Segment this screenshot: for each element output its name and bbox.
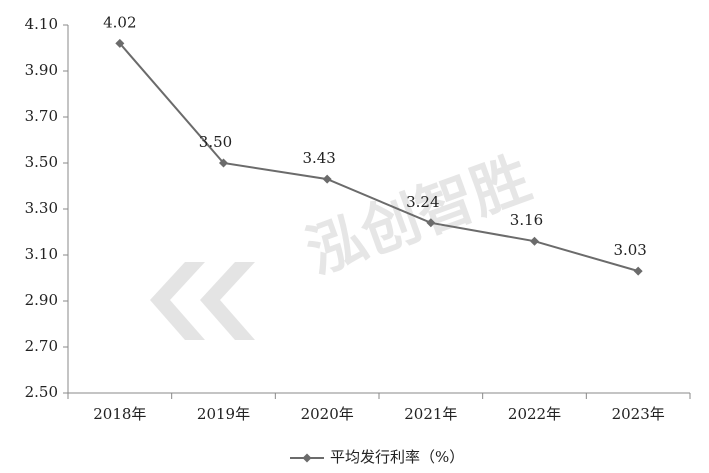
marker [633, 266, 643, 276]
x-tick-label: 2020年 [301, 405, 354, 423]
data-label: 3.16 [510, 211, 543, 229]
data-label: 4.02 [103, 13, 136, 31]
legend-label: 平均发行利率（%） [330, 448, 464, 466]
data-label: 3.24 [406, 193, 439, 211]
line [119, 42, 639, 273]
y-tick-label: 3.50 [25, 153, 58, 171]
y-tick-label: 3.70 [25, 107, 58, 125]
y-tick-label: 2.90 [25, 291, 58, 309]
watermark-logo [150, 262, 255, 340]
marker [219, 158, 228, 168]
marker [115, 38, 125, 48]
x-tick-label: 2022年 [508, 405, 561, 423]
data-label: 3.50 [199, 133, 232, 151]
y-tick-label: 2.70 [25, 337, 58, 355]
x-tick-label: 2021年 [404, 405, 457, 423]
y-tick-label: 4.10 [25, 15, 58, 33]
marker [530, 236, 539, 246]
y-tick-label: 3.10 [25, 245, 58, 263]
x-tick-label: 2019年 [197, 405, 250, 423]
y-tick-label: 2.50 [25, 383, 58, 401]
y-tick-label: 3.90 [25, 61, 58, 79]
x-tick-label: 2018年 [93, 405, 146, 423]
data-label: 3.03 [613, 241, 646, 259]
marker [322, 174, 332, 184]
data-label: 3.43 [302, 149, 335, 167]
x-tick-label: 2023年 [612, 405, 665, 423]
legend-marker [302, 453, 312, 463]
y-tick-label: 3.30 [25, 199, 58, 217]
marker [426, 218, 436, 228]
